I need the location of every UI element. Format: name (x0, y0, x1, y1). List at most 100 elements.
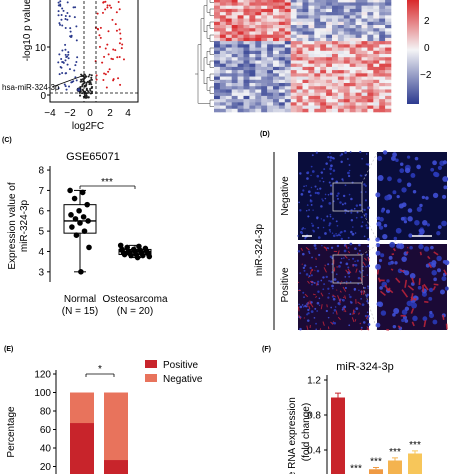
heatmap-cell (308, 31, 315, 35)
nucleus-dot (305, 210, 308, 212)
legend-label-positive: Positive (163, 360, 198, 371)
nucleus-dot (323, 168, 326, 171)
heatmap-cell (261, 21, 268, 26)
heatmap-cell (361, 66, 368, 71)
heatmap-cell (320, 79, 327, 84)
heatmap-cell (231, 66, 238, 71)
heatmap-cell (296, 105, 303, 110)
heatmap-cell (284, 73, 291, 77)
heatmap-cell (296, 70, 303, 74)
heatmap-cell (249, 15, 256, 19)
nucleus-dot (299, 172, 302, 175)
heatmap-cell (385, 28, 392, 32)
heatmap-cell (349, 25, 356, 29)
heatmap-cell (361, 95, 368, 100)
heatmap-cell (296, 21, 303, 26)
heatmap-cell (361, 2, 368, 6)
panel-c-title: GSE65071 (66, 151, 120, 163)
heatmap-cell (225, 41, 232, 45)
nucleus-dot (348, 324, 351, 327)
nucleus-dot (379, 286, 383, 290)
volcano-point (60, 18, 63, 21)
heatmap-cell (225, 73, 232, 77)
heatmap-cell (343, 34, 350, 39)
heatmap-cell (385, 57, 392, 61)
volcano-point (79, 94, 82, 97)
nucleus-dot (322, 288, 325, 291)
nucleus-dot (428, 287, 434, 293)
heatmap-cell (367, 0, 374, 3)
nucleus-dot (401, 187, 407, 193)
heatmap-cell (349, 79, 356, 84)
heatmap-cell (255, 31, 262, 35)
heatmap-cell (343, 31, 350, 35)
heatmap-cell (237, 83, 244, 87)
volcano-point (121, 43, 124, 46)
heatmap-cell (314, 102, 321, 106)
heatmap-cell (278, 2, 286, 6)
heatmap-cell (231, 89, 238, 93)
nucleus-dot (327, 263, 330, 266)
bar (331, 397, 345, 474)
nucleus-dot (393, 308, 400, 315)
nucleus-dot (365, 153, 368, 155)
heatmap-cell (296, 54, 303, 58)
volcano-xtick-neg4: −4 (44, 108, 56, 119)
nucleus-dot (349, 242, 353, 246)
stain-fiber (342, 296, 345, 299)
volcano-point (66, 55, 69, 58)
nucleus-dot (349, 313, 352, 316)
nucleus-dot (375, 322, 381, 328)
heatmap-cell (332, 5, 339, 10)
heatmap-cell (320, 57, 327, 61)
heatmap-cell (267, 31, 274, 35)
volcano-point (88, 83, 91, 86)
nucleus-dot (431, 263, 436, 268)
nucleus-dot (310, 186, 313, 189)
nucleus-dot (387, 176, 392, 182)
heatmap-cell (379, 54, 386, 58)
heatmap-cell (367, 63, 374, 68)
volcano-point (75, 60, 78, 63)
heatmap-cell (243, 50, 250, 55)
panel-f-ytick-label: 0.4 (307, 446, 321, 457)
stain-fiber (443, 269, 448, 275)
heatmap-cell (355, 25, 362, 29)
heatmap-cell (349, 18, 356, 23)
nucleus-dot (299, 305, 303, 309)
heatmap-cell (267, 25, 274, 29)
heatmap-cell (332, 95, 339, 100)
heatmap-cell (273, 47, 280, 52)
stain-fiber (392, 248, 396, 252)
nucleus-dot (327, 193, 330, 196)
heatmap-cell (243, 92, 250, 97)
heatmap-cell (355, 76, 362, 81)
nucleus-dot (311, 170, 315, 173)
nucleus-dot (437, 165, 443, 170)
heatmap-cell (284, 44, 291, 48)
nucleus-dot (316, 301, 320, 305)
heatmap-dendrogram (195, 0, 214, 107)
heatmap-cell (320, 105, 327, 110)
heatmap-cell (373, 102, 380, 106)
nucleus-dot (312, 209, 314, 211)
nucleus-dot (340, 160, 343, 164)
nucleus-dot (297, 235, 299, 237)
nucleus-dot (360, 225, 363, 228)
heatmap-cell (302, 70, 309, 74)
heatmap-cell (296, 57, 303, 61)
heatmap-cell (302, 18, 309, 23)
heatmap-cell (290, 95, 297, 100)
heatmap-cell (219, 31, 227, 35)
image-positive-overview (298, 244, 369, 330)
heatmap-cell (249, 89, 256, 93)
data-point (76, 207, 82, 214)
heatmap-cell (261, 60, 268, 64)
stain-fiber (315, 295, 318, 298)
nucleus-dot (366, 300, 369, 303)
heatmap-cell (225, 63, 232, 68)
volcano-point (64, 18, 67, 21)
stain-fiber (411, 321, 415, 327)
heatmap-cell (261, 105, 268, 110)
heatmap-cell (326, 95, 333, 100)
